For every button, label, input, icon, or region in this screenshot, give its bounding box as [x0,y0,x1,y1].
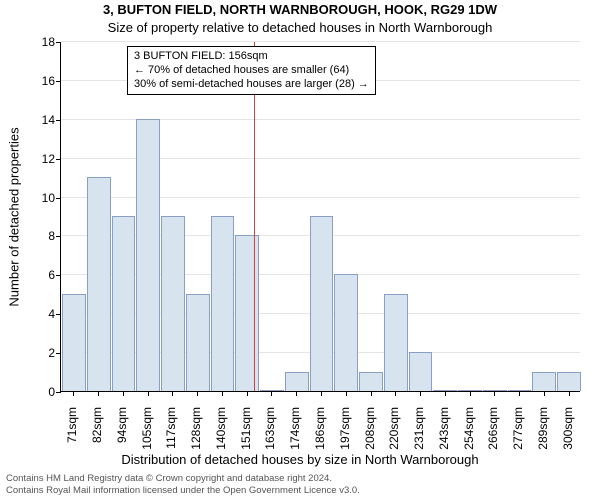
x-tick-label: 174sqm [288,407,302,457]
y-axis-label: Number of detached properties [7,127,22,306]
x-tick-mark [296,391,297,396]
y-tick-label: 2 [25,346,55,360]
annotation-line: 3 BUFTON FIELD: 156sqm [134,50,369,64]
histogram-bar [557,372,581,391]
x-tick-label: 266sqm [486,407,500,457]
x-tick-mark [271,391,272,396]
y-tick-label: 10 [25,191,55,205]
x-tick-label: 300sqm [561,407,575,457]
gridline [61,41,580,42]
x-tick-mark [73,391,74,396]
x-tick-mark [395,391,396,396]
y-tick-mark [56,81,61,82]
y-tick-mark [56,353,61,354]
histogram-bar [87,177,111,391]
histogram-bar [186,294,210,391]
histogram-bar [310,216,334,391]
x-tick-label: 117sqm [164,407,178,457]
histogram-bar [235,235,259,391]
x-tick-label: 186sqm [313,407,327,457]
y-tick-mark [56,392,61,393]
y-tick-mark [56,236,61,237]
x-tick-label: 128sqm [189,407,203,457]
x-tick-mark [247,391,248,396]
x-tick-mark [494,391,495,396]
x-tick-label: 243sqm [437,407,451,457]
chart-title-main: 3, BUFTON FIELD, NORTH WARNBOROUGH, HOOK… [0,2,600,17]
y-tick-mark [56,314,61,315]
histogram-bar [161,216,185,391]
x-tick-mark [445,391,446,396]
y-tick-label: 8 [25,229,55,243]
x-tick-label: 71sqm [65,407,79,457]
x-tick-mark [98,391,99,396]
y-tick-label: 12 [25,152,55,166]
x-tick-mark [544,391,545,396]
x-tick-label: 220sqm [387,407,401,457]
footer-attribution: Contains HM Land Registry data © Crown c… [6,473,360,497]
x-tick-mark [346,391,347,396]
x-tick-label: 151sqm [239,407,253,457]
x-tick-label: 254sqm [462,407,476,457]
x-tick-label: 231sqm [412,407,426,457]
x-tick-mark [148,391,149,396]
y-tick-label: 16 [25,74,55,88]
x-tick-mark [222,391,223,396]
plot-area: 3 BUFTON FIELD: 156sqm ← 70% of detached… [60,42,580,392]
histogram-bar [112,216,136,391]
y-tick-mark [56,198,61,199]
annotation-line: ← 70% of detached houses are smaller (64… [134,64,369,78]
histogram-bar [211,216,235,391]
y-tick-mark [56,120,61,121]
x-tick-mark [123,391,124,396]
y-tick-label: 14 [25,113,55,127]
histogram-bar [359,372,383,391]
footer-line: Contains HM Land Registry data © Crown c… [6,473,360,485]
y-tick-label: 0 [25,385,55,399]
y-tick-mark [56,42,61,43]
x-tick-label: 140sqm [214,407,228,457]
x-tick-mark [197,391,198,396]
x-tick-label: 277sqm [511,407,525,457]
footer-line: Contains Royal Mail information licensed… [6,485,360,497]
x-tick-label: 82sqm [90,407,104,457]
x-tick-label: 94sqm [115,407,129,457]
x-tick-mark [172,391,173,396]
chart-title-sub: Size of property relative to detached ho… [0,20,600,35]
x-tick-label: 208sqm [363,407,377,457]
y-tick-label: 4 [25,307,55,321]
histogram-bar [384,294,408,391]
histogram-bar [136,119,160,391]
x-tick-mark [371,391,372,396]
x-tick-label: 163sqm [263,407,277,457]
chart-container: 3, BUFTON FIELD, NORTH WARNBOROUGH, HOOK… [0,0,600,500]
histogram-bar [532,372,556,391]
y-tick-label: 18 [25,35,55,49]
y-tick-label: 6 [25,268,55,282]
histogram-bar [62,294,86,391]
x-tick-label: 105sqm [140,407,154,457]
x-tick-mark [470,391,471,396]
x-tick-mark [519,391,520,396]
annotation-box: 3 BUFTON FIELD: 156sqm ← 70% of detached… [127,46,376,95]
x-tick-mark [569,391,570,396]
annotation-line: 30% of semi-detached houses are larger (… [134,78,369,92]
x-tick-mark [420,391,421,396]
y-tick-mark [56,159,61,160]
x-tick-mark [321,391,322,396]
histogram-bar [285,372,309,391]
x-tick-label: 289sqm [536,407,550,457]
y-tick-mark [56,275,61,276]
x-tick-label: 197sqm [338,407,352,457]
histogram-bar [334,274,358,391]
histogram-bar [409,352,433,391]
